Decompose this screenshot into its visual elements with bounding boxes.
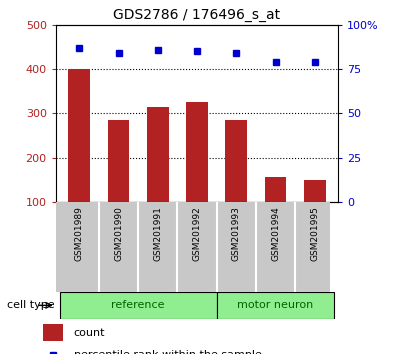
Text: percentile rank within the sample: percentile rank within the sample	[74, 350, 261, 354]
Title: GDS2786 / 176496_s_at: GDS2786 / 176496_s_at	[113, 8, 281, 22]
Bar	[108, 120, 129, 202]
Text: GSM201990: GSM201990	[114, 206, 123, 261]
Text: GSM201995: GSM201995	[310, 206, 319, 261]
Bar	[225, 120, 247, 202]
Text: count: count	[74, 328, 105, 338]
Bar	[186, 102, 208, 202]
Text: GSM201989: GSM201989	[75, 206, 84, 261]
Text: GSM201994: GSM201994	[271, 206, 280, 261]
Bar	[60, 292, 217, 319]
Bar	[68, 69, 90, 202]
Text: reference: reference	[111, 300, 165, 310]
Bar	[43, 324, 64, 341]
Bar	[265, 177, 286, 202]
Text: GSM201992: GSM201992	[193, 206, 201, 261]
Text: GSM201991: GSM201991	[153, 206, 162, 261]
Text: cell type: cell type	[7, 300, 55, 310]
Bar	[304, 180, 326, 202]
Bar	[147, 107, 169, 202]
Text: GSM201993: GSM201993	[232, 206, 241, 261]
Bar	[217, 292, 334, 319]
Text: motor neuron: motor neuron	[237, 300, 314, 310]
